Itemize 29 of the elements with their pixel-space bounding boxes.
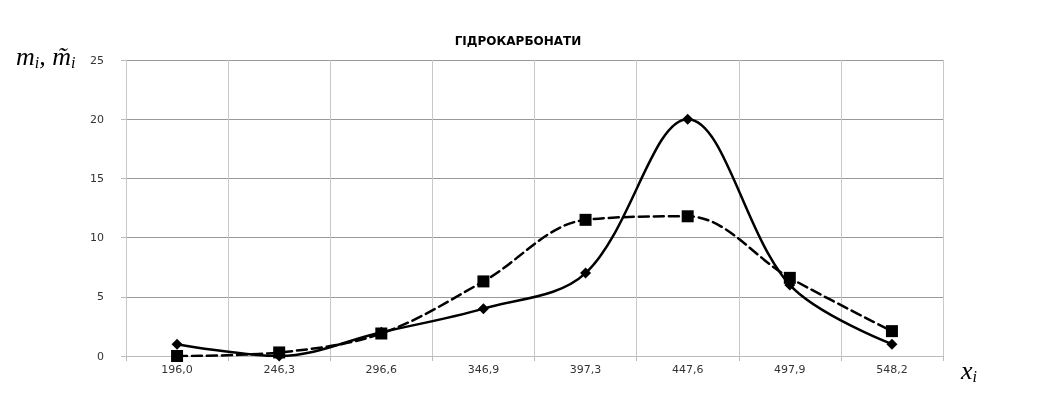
y-tick-label: 25 bbox=[90, 53, 104, 67]
y-tick-label: 20 bbox=[90, 112, 104, 126]
point bbox=[273, 346, 286, 359]
point bbox=[171, 338, 183, 350]
point bbox=[783, 271, 796, 284]
y-tick-label: 5 bbox=[97, 290, 104, 304]
point bbox=[886, 338, 898, 350]
x-tick-label: 497,9 bbox=[774, 363, 806, 376]
x-tick-label: 296,6 bbox=[365, 363, 398, 376]
point bbox=[477, 303, 489, 315]
point bbox=[477, 275, 490, 288]
point bbox=[885, 325, 898, 338]
y-tick-label: 15 bbox=[90, 171, 104, 185]
y-tick-label: 0 bbox=[97, 349, 104, 363]
x-tick-label: 548,2 bbox=[876, 363, 908, 376]
point bbox=[682, 113, 694, 125]
chart-title: ГІДРОКАРБОНАТИ bbox=[454, 34, 582, 48]
y-axis-title: mi, m̃i bbox=[16, 41, 76, 71]
x-axis-title: xi bbox=[960, 355, 977, 385]
point bbox=[171, 350, 184, 362]
y-tick-label: 10 bbox=[90, 231, 104, 245]
x-tick-label: 346,9 bbox=[467, 363, 500, 376]
point bbox=[681, 210, 694, 223]
x-tick-label: 246,3 bbox=[263, 363, 295, 376]
point bbox=[579, 213, 592, 226]
x-tick-label: 196,0 bbox=[161, 363, 193, 376]
point bbox=[580, 267, 592, 279]
x-tick-label: 397,3 bbox=[569, 363, 602, 376]
x-tick-label: 447,6 bbox=[671, 363, 704, 376]
